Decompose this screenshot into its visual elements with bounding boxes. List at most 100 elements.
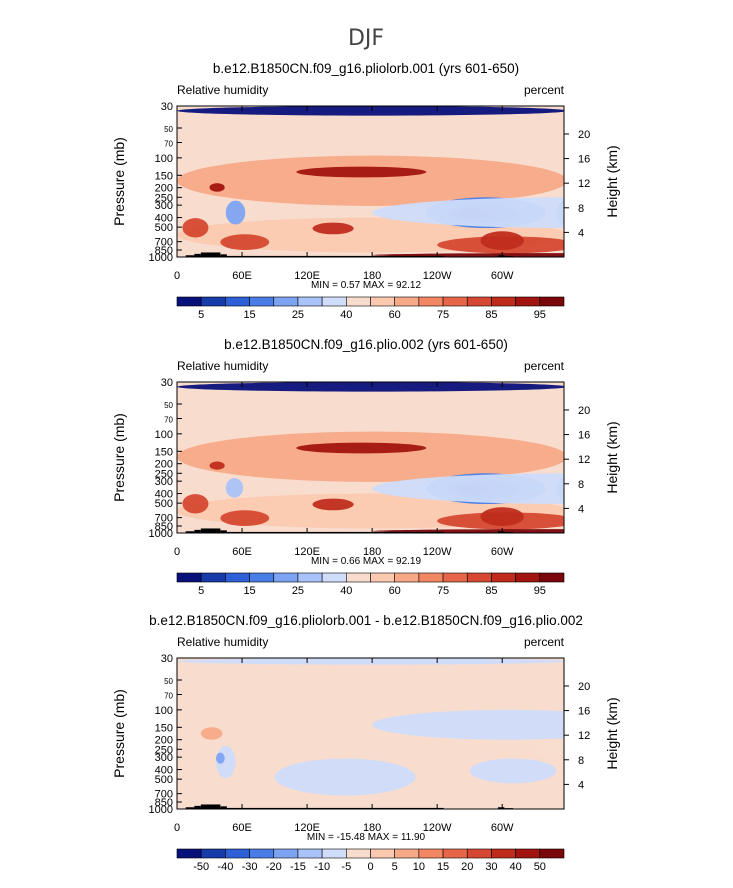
p-tick-label: 30: [161, 653, 173, 665]
panel-title: b.e12.B1850CN.f09_g16.pliolorb.001 - b.e…: [149, 613, 583, 628]
colorbar-label: 40: [510, 861, 522, 873]
field-14: [225, 478, 244, 498]
z-tick-label: 8: [578, 203, 584, 215]
terrain-4: [226, 531, 444, 533]
field-3: [372, 709, 564, 740]
season-title: DJF: [348, 26, 384, 51]
field-9: [480, 231, 524, 251]
colorbar-label: 20: [461, 861, 473, 873]
colorbar-swatch: [346, 296, 371, 307]
terrain-0: [185, 807, 195, 809]
colorbar-swatch: [346, 572, 371, 583]
x-tick-label: 120E: [294, 270, 320, 282]
terrain-2: [200, 528, 221, 533]
colorbar-swatch: [273, 296, 299, 307]
colorbar-swatch: [176, 572, 202, 583]
field-16: [372, 473, 564, 504]
plot-area: [177, 658, 564, 809]
colorbar-label: 15: [437, 861, 449, 873]
p-tick-label: 200: [155, 735, 173, 747]
colorbar-swatch: [466, 572, 492, 583]
z-tick-label: 12: [578, 454, 590, 466]
terrain-5: [497, 807, 505, 809]
y-axis-title: Pressure (mb): [111, 413, 127, 502]
units-label: percent: [524, 635, 565, 649]
terrain-3: [220, 254, 227, 257]
colorbar-swatch: [176, 848, 202, 859]
terrain-1: [194, 805, 201, 809]
y2-axis-title: Height (km): [604, 421, 620, 493]
z-tick-label: 20: [578, 681, 590, 693]
p-tick-label: 300: [155, 200, 173, 212]
plot-frame: [176, 657, 565, 810]
p-tick-label: 200: [155, 183, 173, 195]
x-tick-label: 60E: [232, 270, 252, 282]
colorbar-swatch: [176, 296, 202, 307]
colorbar-label: -30: [242, 861, 258, 873]
colorbar-swatch: [249, 296, 275, 307]
colorbar-label: 5: [198, 309, 204, 321]
x-tick-label: 120E: [294, 822, 320, 834]
colorbar-swatch: [346, 848, 371, 859]
y2-axis-title: Height (km): [604, 697, 620, 769]
field-0: [177, 382, 564, 392]
p-tick-label: 150: [155, 170, 173, 182]
colorbar-swatch: [394, 848, 420, 859]
x-tick-label: 0: [174, 546, 180, 558]
colorbar-label: -15: [290, 861, 306, 873]
p-tick-label: 70: [164, 139, 173, 148]
field-1: [274, 758, 416, 796]
colorbar-swatch: [370, 296, 395, 307]
colorbar-swatch: [273, 572, 299, 583]
z-tick-label: 8: [578, 479, 584, 491]
p-tick-label: 50: [164, 401, 173, 410]
p-tick-label: 250: [155, 468, 173, 480]
colorbar-label: 25: [292, 585, 304, 597]
colorbar-swatch: [225, 572, 250, 583]
colorbar-swatch: [515, 296, 541, 307]
colorbar-label: 0: [367, 861, 373, 873]
colorbar-swatch: [225, 848, 250, 859]
p-tick-label: 50: [164, 677, 173, 686]
colorbar-label: 75: [437, 309, 449, 321]
field-9: [480, 507, 524, 527]
colorbar-swatch: [418, 296, 444, 307]
z-tick-label: 4: [578, 503, 584, 515]
terrain-3: [220, 806, 227, 809]
field-3: [209, 183, 225, 192]
p-tick-label: 500: [155, 222, 173, 234]
p-tick-label: 150: [155, 446, 173, 458]
field-1: [177, 155, 564, 206]
x-tick-label: 120W: [423, 270, 452, 282]
colorbar-label: 15: [243, 585, 255, 597]
x-tick-label: 60E: [232, 546, 252, 558]
colorbar-label: 15: [243, 309, 255, 321]
colorbar-swatch: [249, 572, 275, 583]
colorbar-label: 5: [198, 585, 204, 597]
colorbar-swatch: [370, 848, 395, 859]
terrain-2: [200, 804, 221, 809]
x-tick-label: 120W: [423, 822, 452, 834]
colorbar-swatch: [370, 572, 395, 583]
z-tick-label: 12: [578, 730, 590, 742]
panel-2: b.e12.B1850CN.f09_g16.plio.002 (yrs 601-…: [111, 337, 620, 597]
panel-title: b.e12.B1850CN.f09_g16.pliolorb.001 (yrs …: [213, 61, 519, 76]
field-5: [312, 222, 354, 235]
z-tick-label: 4: [578, 779, 584, 791]
field-4: [296, 442, 427, 454]
p-tick-label: 400: [155, 489, 173, 501]
terrain-4: [226, 807, 444, 809]
p-tick-label: 850: [155, 245, 173, 257]
field-3: [209, 461, 225, 470]
colorbar-swatch: [539, 296, 565, 307]
plot-frame: [176, 381, 565, 534]
colorbar-label: 95: [534, 309, 546, 321]
field-6: [182, 218, 209, 238]
p-tick-label: 30: [161, 101, 173, 113]
stats-label: MIN = 0.57 MAX = 92.12: [311, 280, 421, 291]
x-tick-label: 60W: [491, 546, 514, 558]
field-2: [469, 758, 557, 784]
colorbar-swatch: [200, 296, 226, 307]
terrain-5: [497, 531, 505, 533]
